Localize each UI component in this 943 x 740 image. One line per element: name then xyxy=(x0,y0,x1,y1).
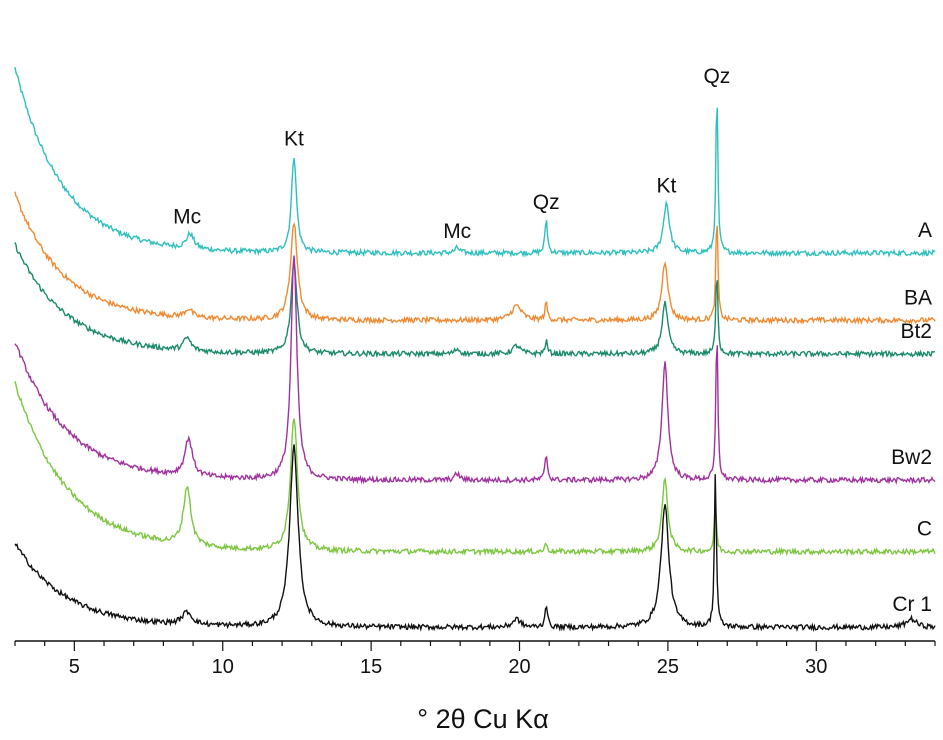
x-tick-label-20: 20 xyxy=(508,656,530,678)
series-label-ba: BA xyxy=(904,286,932,309)
series-label-c: C xyxy=(917,518,932,541)
x-tick-label-30: 30 xyxy=(805,656,827,678)
peak-label-mc-0: Mc xyxy=(173,206,201,229)
series-label-cr1: Cr 1 xyxy=(892,593,932,616)
x-tick-label-5: 5 xyxy=(69,656,80,678)
peak-label-kt-4: Kt xyxy=(656,174,676,197)
series-line-c xyxy=(14,381,936,557)
x-tick-label-25: 25 xyxy=(657,656,679,678)
peak-label-qz-3: Qz xyxy=(533,191,560,214)
series-label-bw2: Bw2 xyxy=(891,446,932,469)
series-line-bw2 xyxy=(14,255,936,485)
peak-label-mc-2: Mc xyxy=(443,220,471,243)
series-line-a xyxy=(14,66,936,258)
x-axis: 5 10 15 20 25 30 xyxy=(14,640,936,678)
series-label-a: A xyxy=(918,219,932,242)
series-line-ba xyxy=(14,191,936,326)
x-tick-label-15: 15 xyxy=(360,656,382,678)
series-layer xyxy=(14,66,936,633)
series-line-cr1 xyxy=(14,444,936,633)
peak-label-qz-5: Qz xyxy=(703,65,730,88)
series-label-bt2: Bt2 xyxy=(900,320,932,343)
peak-label-kt-1: Kt xyxy=(284,128,304,151)
x-tick-label-10: 10 xyxy=(212,656,234,678)
series-line-bt2 xyxy=(14,242,936,359)
x-axis-title: ° 2θ Cu Kα xyxy=(417,704,548,734)
series-labels: A BA Bt2 Bw2 C Cr 1 xyxy=(891,219,932,616)
peak-annotations: Mc Kt Mc Qz Kt Qz xyxy=(173,65,730,243)
